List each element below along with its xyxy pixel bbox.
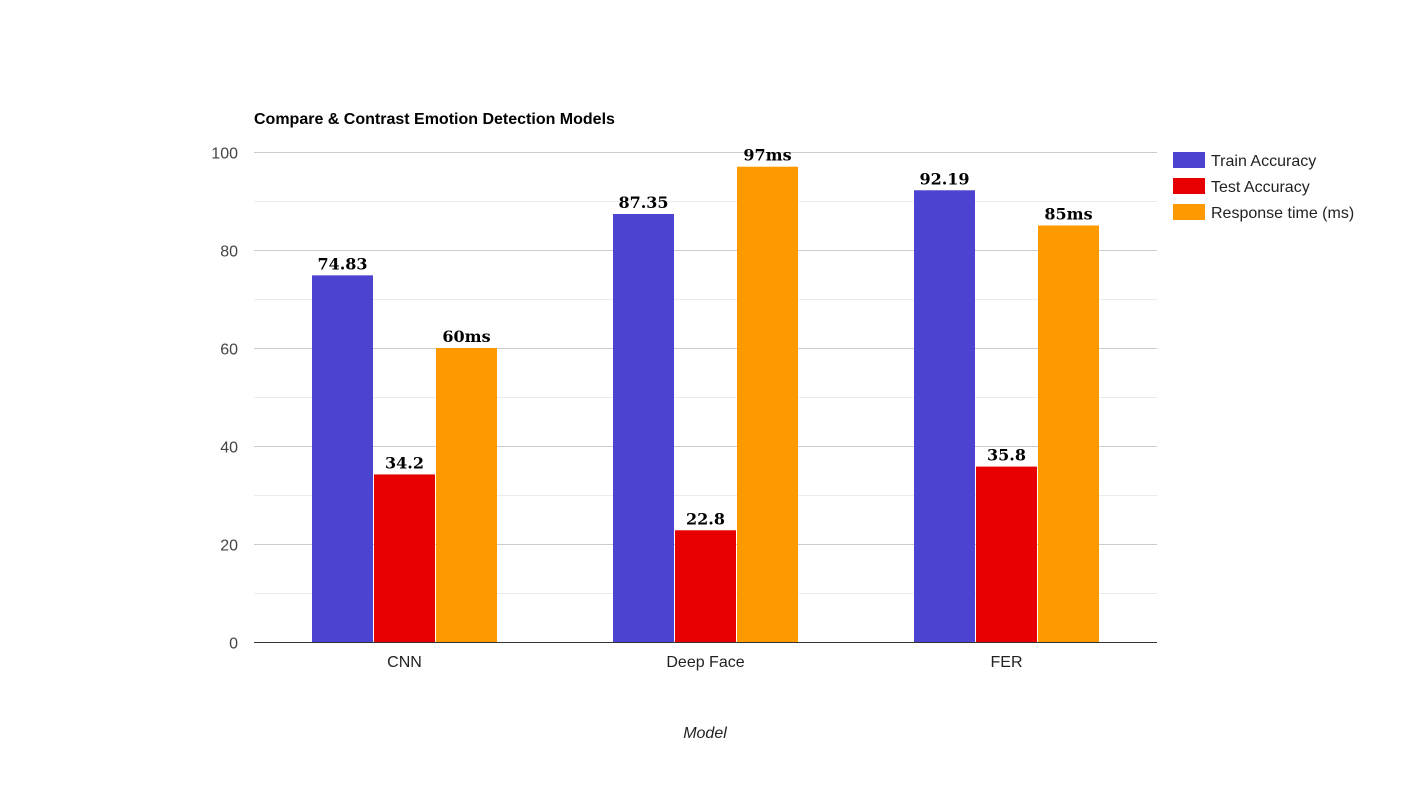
data-label: 60ms xyxy=(442,327,490,346)
legend: Train Accuracy Test Accuracy Response time… xyxy=(1173,152,1354,222)
bar-train-accuracy-cnn xyxy=(312,275,373,642)
legend-swatch xyxy=(1173,152,1205,168)
legend-swatch xyxy=(1173,204,1205,220)
y-tick-label: 40 xyxy=(220,440,238,457)
bars xyxy=(312,166,1099,643)
data-label: 85ms xyxy=(1044,205,1092,224)
y-tick-label: 80 xyxy=(220,244,238,261)
data-label: 97ms xyxy=(743,146,791,165)
data-label: 92.19 xyxy=(919,169,969,188)
y-tick-label: 60 xyxy=(220,342,238,359)
bar-train-accuracy-deep-face xyxy=(613,213,674,643)
y-tick-label: 0 xyxy=(229,636,238,653)
bar-response-time-ms-fer xyxy=(1038,225,1099,642)
bar-test-accuracy-cnn xyxy=(374,474,435,642)
legend-label: Test Accuracy xyxy=(1211,179,1310,196)
y-tick-label: 100 xyxy=(211,146,238,163)
legend-label: Train Accuracy xyxy=(1211,153,1316,170)
legend-swatch xyxy=(1173,178,1205,194)
data-label: 22.8 xyxy=(686,509,725,528)
data-label: 35.8 xyxy=(987,446,1026,465)
data-labels: 74.83 34.2 60ms 87.35 22.8 97ms 92.19 35.8 85ms xyxy=(317,146,1092,529)
bar-response-time-ms-cnn xyxy=(436,348,497,642)
data-label: 87.35 xyxy=(618,193,668,212)
x-axis-label: Model xyxy=(683,725,727,742)
legend-label: Response time (ms) xyxy=(1211,205,1354,222)
chart-title: Compare & Contrast Emotion Detection Mod… xyxy=(254,111,615,128)
x-axis: CNN Deep Face FER xyxy=(254,642,1157,671)
bar-test-accuracy-deep-face xyxy=(675,530,736,642)
x-tick-label: FER xyxy=(991,654,1023,671)
data-label: 34.2 xyxy=(385,453,424,472)
y-axis: 0 20 40 60 80 100 xyxy=(211,146,238,653)
x-tick-label: CNN xyxy=(387,654,422,671)
bar-response-time-ms-deep-face xyxy=(737,166,798,642)
data-label: 74.83 xyxy=(317,254,367,273)
bar-test-accuracy-fer xyxy=(976,466,1037,642)
y-tick-label: 20 xyxy=(220,538,238,555)
x-tick-label: Deep Face xyxy=(666,654,744,671)
bar-train-accuracy-fer xyxy=(914,190,975,643)
